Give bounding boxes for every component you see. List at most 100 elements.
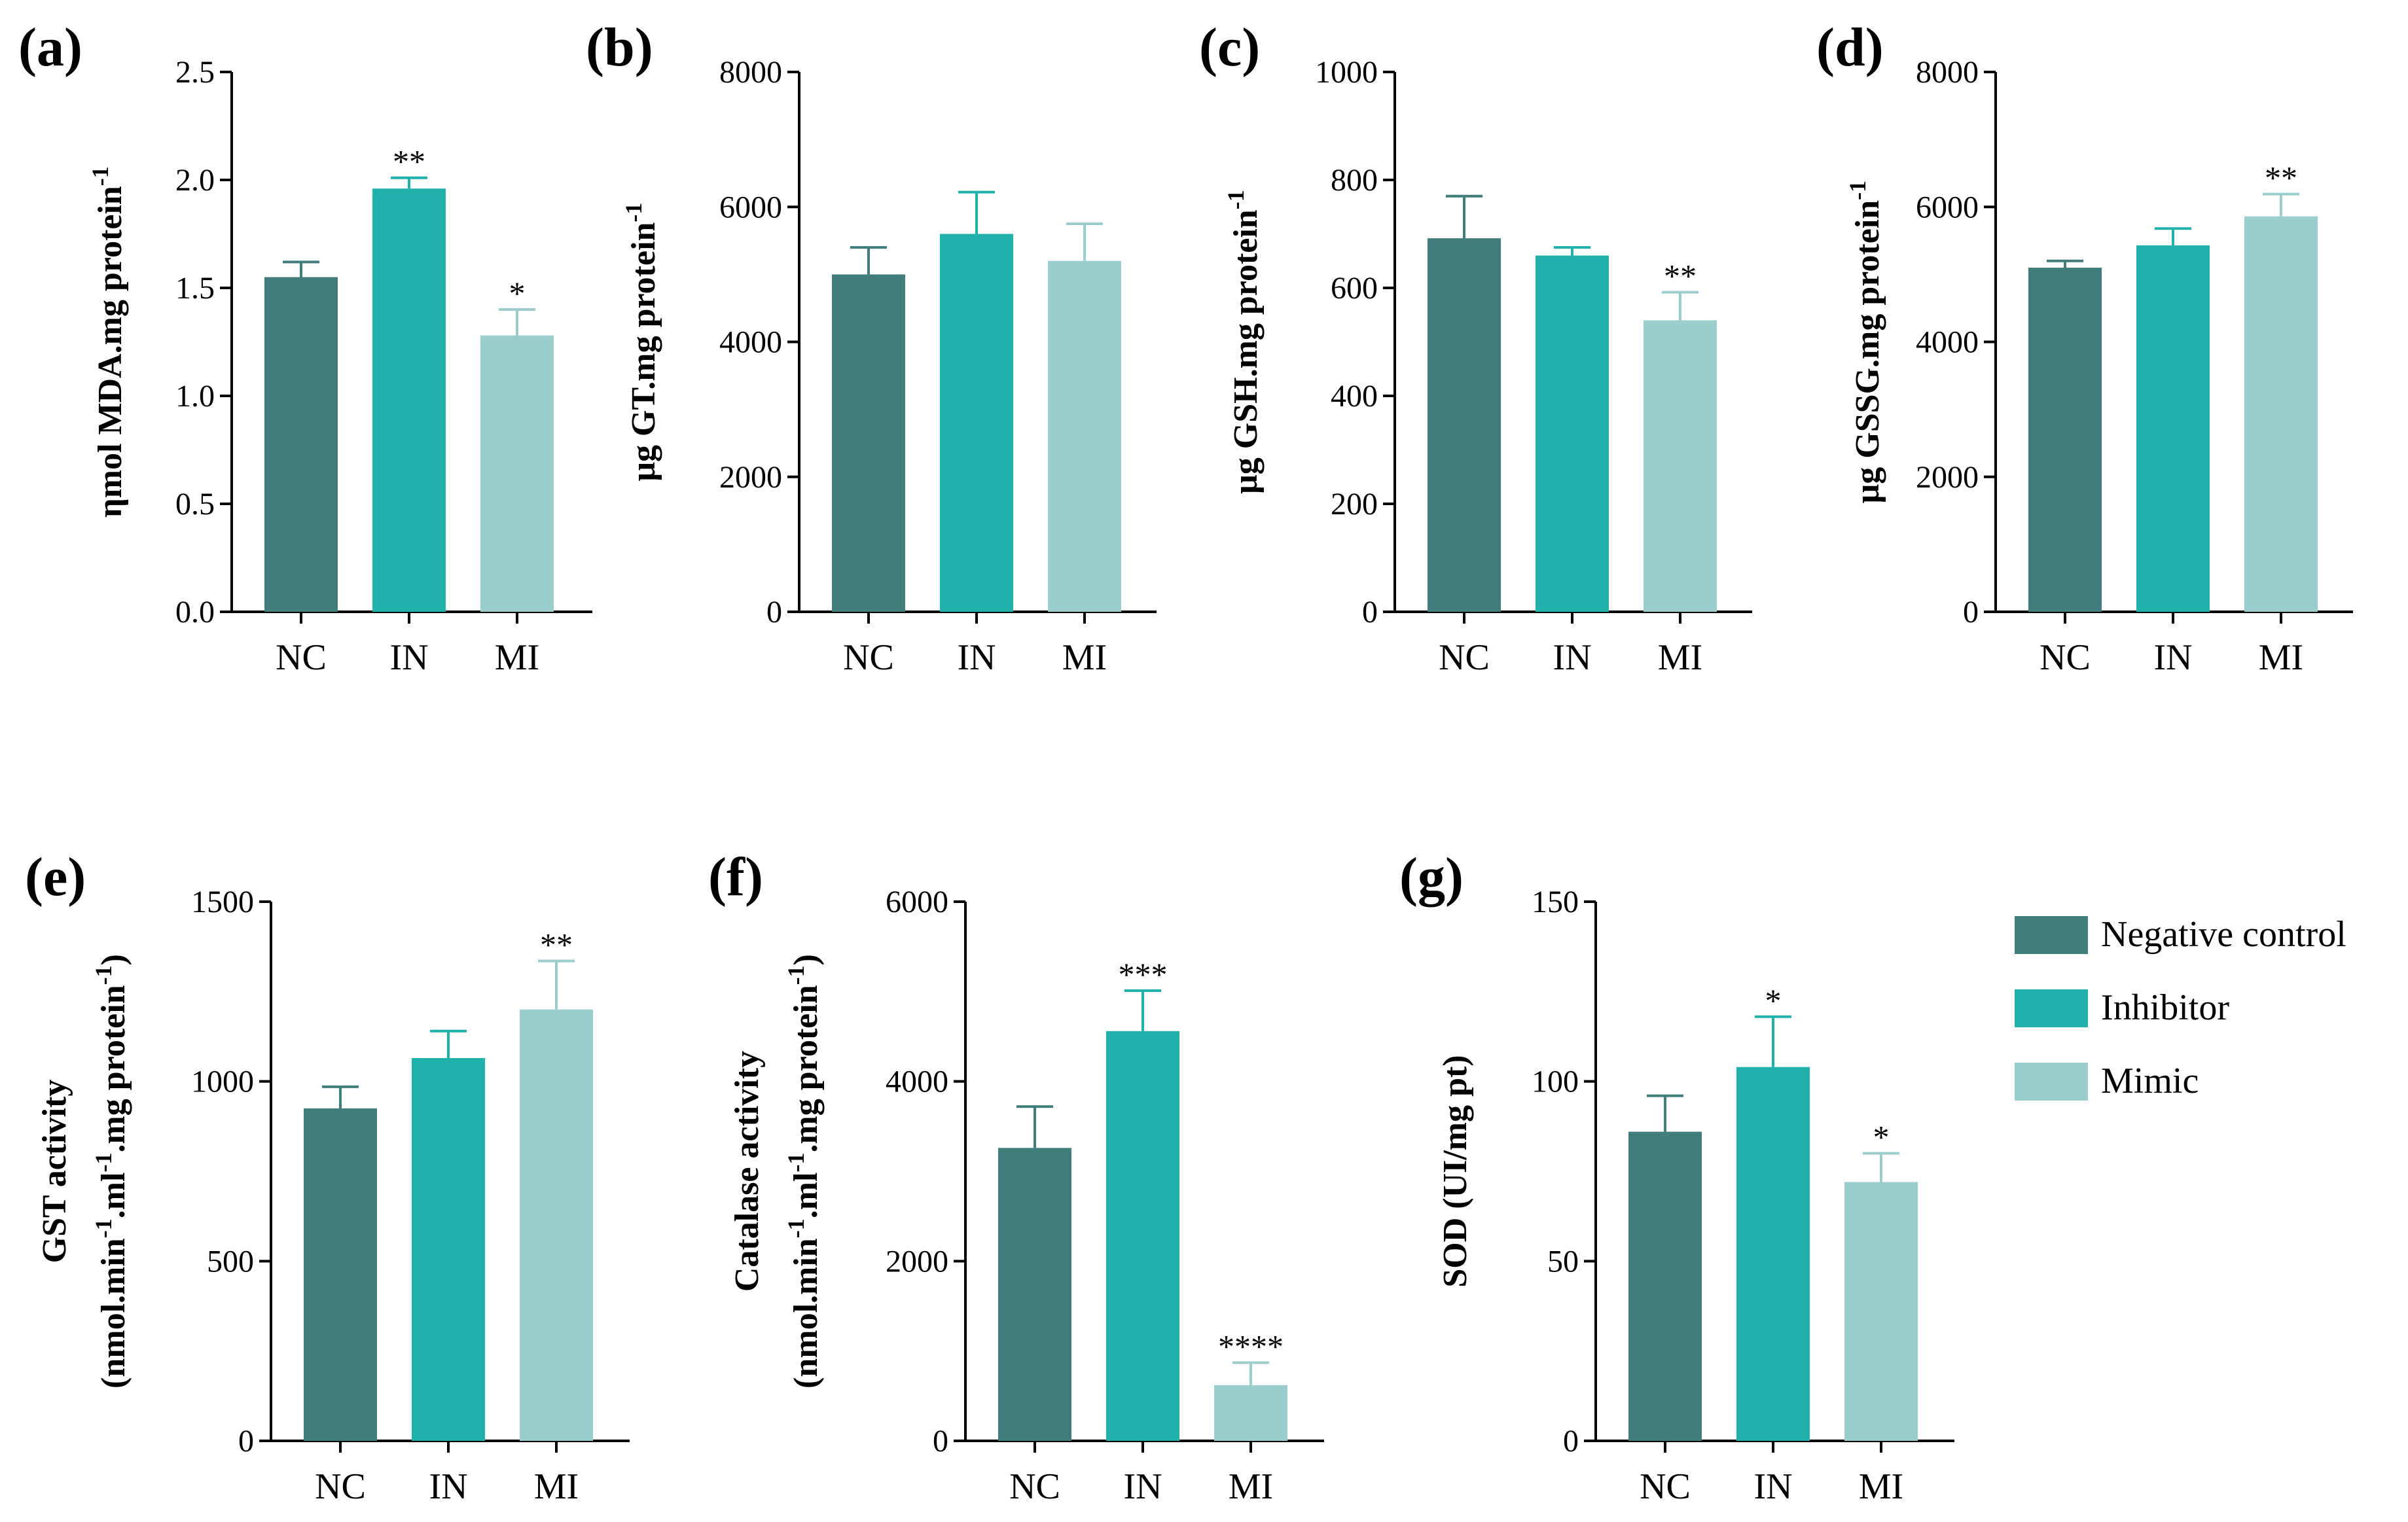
y-tick-label: 800 — [1331, 163, 1378, 198]
bar-mi — [2244, 216, 2318, 612]
bar-mi — [1048, 260, 1121, 612]
bar-nc — [304, 1108, 377, 1441]
x-tick-label: IN — [1553, 637, 1591, 678]
y-tick-label: 6000 — [1916, 190, 1979, 224]
legend: Negative control Inhibitor Mimic — [2015, 914, 2346, 1101]
x-tick-label: NC — [315, 1466, 366, 1507]
charts-group: (a)0.00.51.01.52.02.5NC IN**MI*ηmol MDA.m… — [18, 17, 2353, 1507]
y-tick-label: 8000 — [719, 55, 782, 90]
bar-mi — [1644, 320, 1717, 612]
bar-mi — [520, 1009, 593, 1441]
significance-label: * — [1765, 982, 1782, 1019]
chart-g: (g) 0 50 100 150 NC IN * MI * SOD (UI/mg pt) — [1399, 847, 1954, 1507]
bar-in — [372, 188, 446, 612]
y-tick-label: 100 — [1532, 1065, 1579, 1099]
y-tick-label: 2.5 — [175, 55, 215, 90]
y-axis-label: μg GSSG.mg protein-1 — [1844, 181, 1886, 503]
bar-nc — [1428, 238, 1501, 612]
y-tick-label: 2000 — [719, 460, 782, 495]
bar-nc — [264, 277, 338, 612]
legend-swatch — [2015, 1063, 2088, 1101]
chart-c: (c) 0 200 400 600 800 1000 NC IN MI ** μg GSH.mg pr… — [1199, 17, 1752, 678]
y-tick-label: 1.5 — [175, 271, 215, 306]
x-tick-label: IN — [389, 637, 428, 678]
legend-item-negative-control: Negative control — [2015, 914, 2346, 955]
bar-nc — [2028, 268, 2102, 612]
x-tick-label: MI — [2259, 637, 2303, 678]
y-axis-label: ηmol MDA.mg protein-1 — [87, 166, 129, 518]
y-tick-label: 6000 — [886, 885, 948, 919]
y-tick-label: 2000 — [1916, 460, 1979, 495]
y-tick-label: 0.0 — [175, 595, 215, 629]
significance-label: ** — [393, 143, 425, 180]
panel-label: (c) — [1199, 17, 1260, 78]
y-axis-label: Catalase activity — [728, 1051, 766, 1292]
y-axis-unit-label: (nmol.min-1.ml-1.mg protein-1) — [90, 954, 132, 1389]
panel-label: (d) — [1816, 17, 1884, 78]
x-tick-label: MI — [534, 1466, 579, 1507]
x-tick-label: NC — [2040, 637, 2091, 678]
chart-a: (a) 0.0 0.5 1.0 1.5 2.0 2.5 NC IN ** MI * ηmol MDA.m… — [18, 17, 592, 678]
y-tick-label: 500 — [207, 1244, 254, 1279]
x-tick-label: NC — [1439, 637, 1490, 678]
chart-f: (f) 0 2000 4000 6000 NC IN *** MI **** Catalase ac… — [708, 847, 1324, 1507]
x-tick-label: IN — [957, 637, 996, 678]
x-tick-label: NC — [1009, 1466, 1060, 1507]
y-tick-label: 0 — [1563, 1424, 1579, 1459]
bar-in — [940, 234, 1013, 612]
x-tick-label: MI — [495, 637, 539, 678]
y-tick-label: 0 — [238, 1424, 254, 1459]
significance-label: * — [1873, 1119, 1890, 1156]
x-tick-label: IN — [429, 1466, 467, 1507]
y-tick-label: 200 — [1331, 487, 1378, 522]
panel-label: (a) — [18, 17, 82, 78]
bar-nc — [832, 274, 905, 612]
legend-swatch — [2015, 989, 2088, 1027]
y-tick-label: 0.5 — [175, 487, 215, 522]
y-tick-label: 1000 — [1315, 55, 1378, 90]
y-axis-label: GST activity — [36, 1080, 73, 1264]
significance-label: * — [509, 275, 526, 311]
x-tick-label: MI — [1062, 637, 1107, 678]
y-tick-label: 1000 — [191, 1065, 254, 1099]
bar-nc — [1628, 1131, 1702, 1441]
significance-label: **** — [1218, 1328, 1284, 1365]
bar-in — [1736, 1067, 1810, 1441]
x-tick-label: MI — [1658, 637, 1702, 678]
y-tick-label: 2.0 — [175, 163, 215, 198]
significance-label: *** — [1119, 956, 1168, 993]
bar-mi — [480, 335, 554, 612]
x-tick-label: NC — [1640, 1466, 1691, 1507]
legend-label: Mimic — [2101, 1061, 2199, 1101]
y-tick-label: 400 — [1331, 379, 1378, 414]
significance-label: ** — [540, 927, 573, 963]
panel-label: (e) — [25, 847, 86, 908]
y-tick-label: 0 — [1963, 595, 1979, 629]
legend-item-inhibitor: Inhibitor — [2015, 987, 2229, 1028]
y-tick-label: 1.0 — [175, 379, 215, 414]
bar-in — [412, 1057, 485, 1441]
x-tick-label: MI — [1229, 1466, 1273, 1507]
y-tick-label: 150 — [1532, 885, 1579, 919]
y-axis-label: SOD (UI/mg pt) — [1437, 1055, 1474, 1287]
x-tick-label: IN — [1123, 1466, 1162, 1507]
legend-label: Negative control — [2101, 914, 2346, 955]
chart-d: (d) 0 2000 4000 6000 8000 NC IN MI ** μg GSSG.mg p… — [1816, 17, 2353, 678]
x-tick-label: MI — [1859, 1466, 1903, 1507]
y-axis-unit-label: (nmol.min-1.ml-1.mg protein-1) — [783, 954, 825, 1389]
x-tick-label: NC — [276, 637, 327, 678]
significance-label: ** — [2265, 160, 2297, 196]
chart-b: (b) 0 2000 4000 6000 8000 NC IN MI μg GT.mg prote… — [586, 17, 1157, 678]
y-tick-label: 4000 — [719, 325, 782, 360]
legend-swatch — [2015, 916, 2088, 954]
bar-mi — [1844, 1182, 1918, 1441]
y-axis-label: μg GT.mg protein-1 — [620, 203, 662, 482]
y-tick-label: 4000 — [1916, 325, 1979, 360]
y-axis-label: μg GSH.mg protein-1 — [1223, 190, 1265, 493]
y-tick-label: 0 — [1362, 595, 1378, 629]
x-tick-label: NC — [843, 637, 894, 678]
panel-label: (f) — [708, 847, 763, 908]
y-tick-label: 1500 — [191, 885, 254, 919]
significance-label: ** — [1664, 258, 1697, 294]
